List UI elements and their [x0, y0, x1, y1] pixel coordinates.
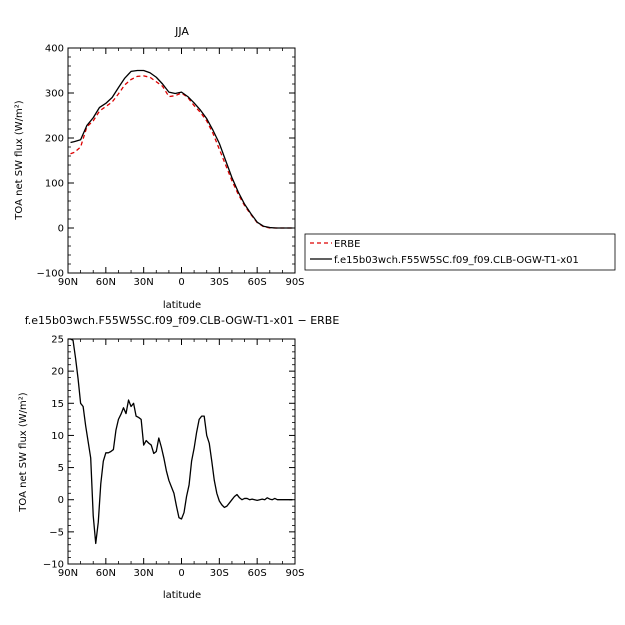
top-grid-ticks — [67, 47, 296, 274]
bottom-grid-ticks — [67, 338, 296, 565]
y-tick-label: 300 — [45, 89, 64, 100]
y-tick-label: 20 — [51, 367, 64, 378]
bottom-x-axis-label: latitude — [163, 590, 201, 601]
x-tick-label: 60N — [96, 277, 116, 288]
x-tick-label: 0 — [178, 568, 184, 579]
legend-label-model: f.e15b03wch.F55W5SC.f09_f09.CLB-OGW-T1-x… — [334, 255, 579, 266]
legend-label-erbe: ERBE — [334, 239, 360, 250]
y-tick-label: 25 — [51, 335, 64, 346]
bottom-series-lines — [68, 338, 293, 545]
top-tick-labels: 90N 60N 30N 0 30S 60S 90S −100 0 100 200 300 400 — [37, 44, 305, 289]
legend: ERBE f.e15b03wch.F55W5SC.f09_f09.CLB-OGW… — [304, 233, 616, 271]
y-tick-label: −5 — [49, 527, 64, 538]
x-tick-label: 30N — [134, 277, 154, 288]
y-tick-label: 5 — [58, 463, 64, 474]
bottom-y-axis-label: TOA net SW flux (W/m²) — [18, 392, 29, 512]
x-tick-label: 30N — [134, 568, 154, 579]
bottom-panel: f.e15b03wch.F55W5SC.f09_f09.CLB-OGW-T1-x… — [18, 314, 339, 601]
y-tick-label: 400 — [45, 44, 64, 55]
y-tick-label: −100 — [37, 269, 64, 280]
x-tick-label: 90N — [58, 277, 78, 288]
top-plot-frame — [67, 47, 296, 274]
y-tick-label: 0 — [58, 495, 64, 506]
x-tick-label: 90S — [285, 568, 304, 579]
y-tick-label: 200 — [45, 134, 64, 145]
top-x-axis-label: latitude — [163, 300, 201, 311]
x-tick-label: 30S — [210, 277, 229, 288]
series-line-erbe — [70, 75, 293, 229]
y-tick-label: 15 — [51, 399, 64, 410]
x-tick-label: 30S — [210, 568, 229, 579]
x-tick-label: 60S — [248, 568, 267, 579]
bottom-chart-title: f.e15b03wch.F55W5SC.f09_f09.CLB-OGW-T1-x… — [25, 314, 340, 327]
top-series-lines — [70, 69, 293, 229]
top-y-axis-label: TOA net SW flux (W/m²) — [14, 100, 25, 220]
y-tick-label: 0 — [58, 224, 64, 235]
legend-box — [304, 233, 616, 271]
x-tick-label: 0 — [178, 277, 184, 288]
x-tick-label: 60S — [248, 277, 267, 288]
bottom-tick-labels: 90N 60N 30N 0 30S 60S 90S −10 −5 0 5 10 15 20 25 — [43, 335, 305, 580]
y-tick-label: 10 — [51, 431, 64, 442]
x-tick-label: 90N — [58, 568, 78, 579]
y-tick-label: 100 — [45, 179, 64, 190]
top-panel: JJA 90N 60N 30N 0 30S 60S 90S −100 0 100 200 300 400… — [14, 25, 305, 311]
x-tick-label: 90S — [285, 277, 304, 288]
x-tick-label: 60N — [96, 568, 116, 579]
y-tick-label: −10 — [43, 560, 64, 571]
series-line-difference — [68, 338, 293, 545]
series-line-model — [70, 69, 293, 229]
top-chart-title: JJA — [174, 25, 189, 38]
bottom-plot-frame — [67, 338, 296, 565]
